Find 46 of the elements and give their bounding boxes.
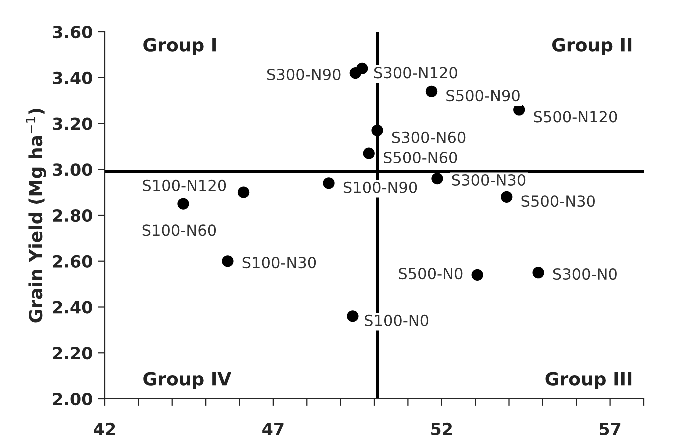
data-label: S500-N120 [534,111,618,123]
data-label: S500-N0 [399,268,463,280]
y-tick-label: 2.40 [53,301,92,314]
point [432,172,444,185]
point [426,86,438,98]
point [501,191,513,203]
data-label: S300-N30 [452,174,526,186]
y-tick-label: 3.40 [53,72,92,84]
y-axis-title: Grain Yield (Mg ha$^{−1}$) [26,109,46,323]
point [372,124,384,136]
annotation: Group I [144,38,216,56]
y-tick-label: 3.60 [53,26,92,39]
x-tick-label: 47 [262,423,284,436]
annotation: Group IV [144,372,232,390]
data-label: S100-N90 [344,182,418,194]
data-label: S300-N90 [268,68,341,80]
data-label: S300-N60 [392,132,466,144]
y-tick-label: 3.00 [53,164,92,176]
point [323,178,335,190]
data-label: S100-N30 [242,257,316,269]
point [472,269,484,281]
x-tick-label: 52 [432,422,452,436]
data-label: S100-N0 [365,314,429,326]
y-tick-label: 2.80 [53,209,92,222]
annotation: Group II [552,38,632,56]
point [532,267,544,279]
data-label: S500-N30 [522,196,596,208]
y-tick-label: 2.60 [53,255,92,268]
point [178,198,190,210]
point [238,186,250,198]
point [222,256,234,268]
annotation: Group III [546,372,632,390]
data-label: S100-N60 [142,224,216,236]
x-tick-label: 42 [94,422,116,436]
y-tick-label: 3.20 [53,118,92,130]
data-label: S300-N0 [553,268,617,280]
point [356,62,368,75]
y-tick-label: 2.00 [53,392,92,406]
point [363,148,375,160]
data-label: S500-N60 [384,152,458,164]
data-label: S500-N90 [446,90,520,102]
point [347,310,359,322]
data-label: S300-N120 [374,67,458,79]
x-tick-label: 57 [600,423,621,436]
y-tick-label: 2.20 [53,347,92,360]
data-label: S100-N120 [143,180,226,192]
